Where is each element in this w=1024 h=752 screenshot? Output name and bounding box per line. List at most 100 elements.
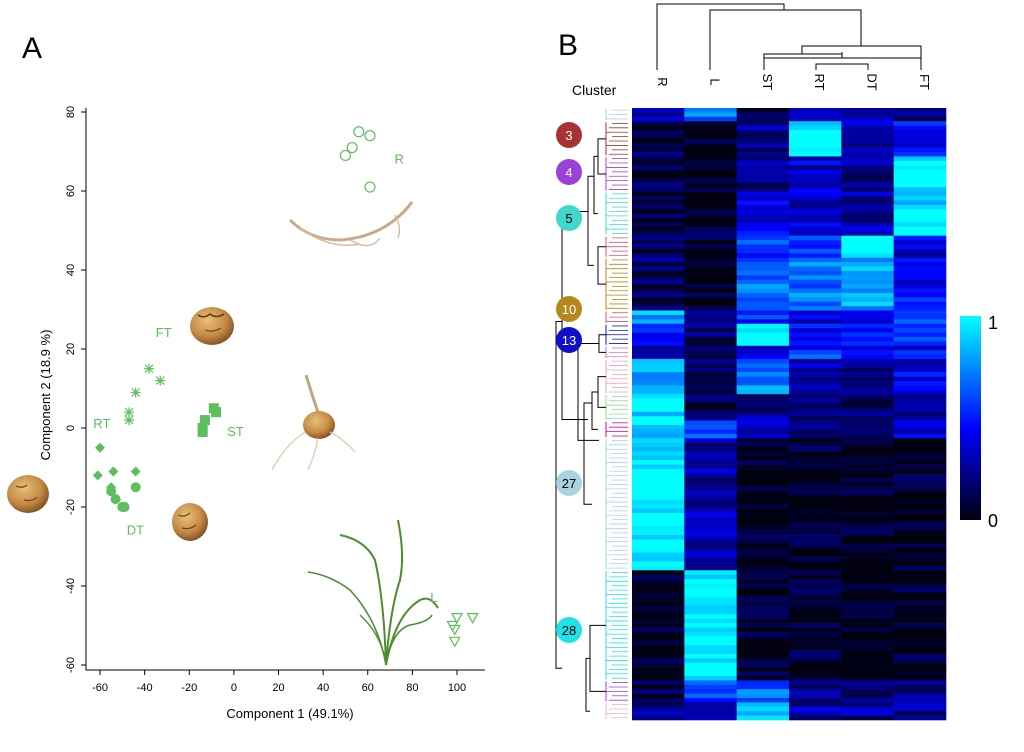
heatmap-cell bbox=[841, 156, 894, 162]
heatmap-cell bbox=[736, 521, 790, 527]
heatmap-cell bbox=[841, 125, 894, 131]
heatmap-cell bbox=[893, 130, 947, 135]
heatmap-cell bbox=[736, 631, 790, 637]
heatmap-cell bbox=[893, 169, 947, 175]
heatmap-cell bbox=[632, 530, 685, 536]
heatmap-cell bbox=[684, 574, 737, 580]
heatmap-cell bbox=[684, 451, 737, 457]
heatmap-cell bbox=[841, 314, 894, 320]
heatmap-cell bbox=[789, 248, 842, 254]
heatmap-cell bbox=[632, 504, 685, 509]
heatmap-cell bbox=[893, 618, 947, 624]
heatmap-cell bbox=[684, 363, 737, 369]
heatmap-cell bbox=[789, 711, 842, 716]
heatmap-cell bbox=[736, 570, 790, 576]
pca-point-dt bbox=[110, 494, 121, 505]
heatmap-cell bbox=[893, 407, 947, 413]
heatmap-cell bbox=[841, 235, 894, 241]
heatmap-cell bbox=[789, 473, 842, 479]
heatmap-cell bbox=[684, 350, 737, 355]
heatmap-cell bbox=[841, 618, 894, 624]
heatmap-cell bbox=[684, 174, 737, 179]
heatmap-cell bbox=[789, 121, 842, 126]
pca-point-ft bbox=[130, 387, 141, 398]
heatmap-cell bbox=[684, 649, 737, 655]
heatmap-cell bbox=[684, 160, 737, 166]
heatmap-cell bbox=[893, 464, 947, 470]
heatmap-cell bbox=[893, 174, 947, 179]
heatmap-cell bbox=[789, 319, 842, 325]
heatmap-cell bbox=[893, 508, 947, 514]
heatmap-cell bbox=[893, 385, 947, 391]
heatmap-cell bbox=[893, 376, 947, 382]
heatmap-cell bbox=[789, 631, 842, 637]
heatmap-cell bbox=[632, 565, 685, 571]
heatmap-cell bbox=[841, 451, 894, 457]
heatmap-cell bbox=[841, 460, 894, 465]
heatmap-cell bbox=[789, 200, 842, 206]
heatmap-cell bbox=[632, 284, 685, 289]
heatmap-cell bbox=[684, 108, 737, 113]
heatmap-cell bbox=[632, 675, 685, 681]
heatmap-cell bbox=[789, 429, 842, 435]
cluster-badge-28 bbox=[556, 617, 582, 643]
heatmap-cell bbox=[789, 328, 842, 333]
cluster-badge-3 bbox=[556, 122, 582, 148]
heatmap-cell bbox=[789, 376, 842, 382]
heatmap-cell bbox=[841, 226, 894, 232]
heatmap-cell bbox=[893, 196, 947, 201]
heatmap-cell bbox=[841, 174, 894, 179]
pca-point-ft bbox=[155, 375, 166, 386]
heatmap-cell bbox=[684, 394, 737, 399]
heatmap-cell bbox=[893, 209, 947, 214]
heatmap-cell bbox=[789, 601, 842, 606]
heatmap-cell bbox=[841, 112, 894, 118]
heatmap-cell bbox=[632, 204, 685, 210]
heatmap-cell bbox=[632, 609, 685, 615]
heatmap-cell bbox=[893, 182, 947, 188]
heatmap-cell bbox=[789, 288, 842, 294]
heatmap-cell bbox=[632, 508, 685, 514]
heatmap-cell bbox=[684, 482, 737, 487]
heatmap-cell bbox=[789, 178, 842, 184]
heatmap-cell bbox=[789, 125, 842, 131]
heatmap-cell bbox=[893, 235, 947, 241]
heatmap-cell bbox=[684, 592, 737, 598]
heatmap-cell bbox=[736, 235, 790, 241]
heatmap-cell bbox=[684, 209, 737, 214]
heatmap-cell bbox=[684, 693, 737, 699]
heatmap-cell bbox=[789, 618, 842, 624]
heatmap-cell bbox=[632, 438, 685, 443]
heatmap-cell bbox=[789, 354, 842, 360]
heatmap-cell bbox=[736, 425, 790, 430]
heatmap-cell bbox=[841, 570, 894, 576]
heatmap-cell bbox=[632, 288, 685, 294]
heatmap-cell bbox=[893, 389, 947, 395]
heatmap-cell bbox=[684, 310, 737, 316]
heatmap-cell bbox=[632, 248, 685, 254]
heatmap-cell bbox=[789, 548, 842, 553]
heatmap-cell bbox=[893, 653, 947, 659]
dendro-join bbox=[589, 624, 606, 692]
heatmap-cell bbox=[789, 398, 842, 404]
pca-point-rt bbox=[95, 442, 105, 453]
heatmap-cell bbox=[789, 715, 842, 721]
heatmap-cell bbox=[632, 130, 685, 135]
heatmap-cell bbox=[684, 319, 737, 325]
heatmap-cell bbox=[632, 543, 685, 549]
heatmap-cell bbox=[789, 204, 842, 210]
heatmap-cell bbox=[632, 495, 685, 501]
heatmap-cell bbox=[736, 226, 790, 232]
heatmap-cell bbox=[893, 513, 947, 518]
heatmap-cell bbox=[632, 491, 685, 496]
heatmap-cell bbox=[789, 332, 842, 338]
heatmap-cell bbox=[736, 658, 790, 664]
heatmap-cell bbox=[841, 609, 894, 615]
heatmap-cell bbox=[632, 702, 685, 708]
heatmap-cell bbox=[736, 702, 790, 708]
heatmap-cell bbox=[789, 240, 842, 245]
heatmap-cell bbox=[684, 376, 737, 382]
heatmap-cell bbox=[789, 160, 842, 166]
heatmap-cell bbox=[736, 486, 790, 492]
heatmap-cell bbox=[841, 548, 894, 553]
